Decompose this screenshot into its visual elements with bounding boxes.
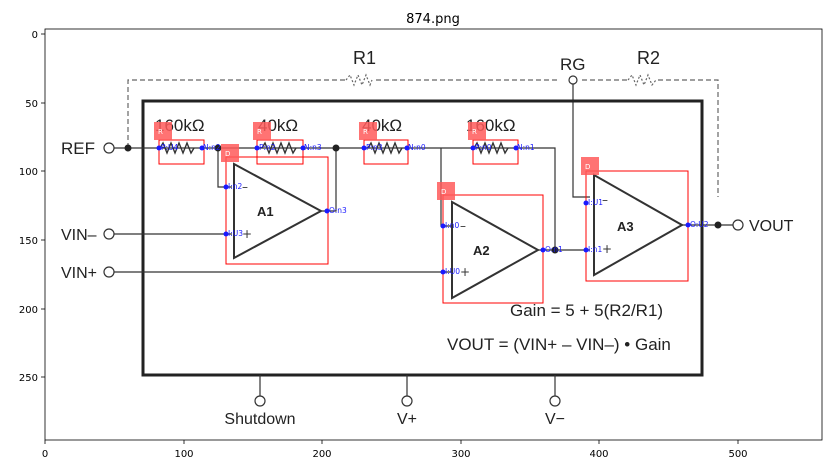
junction-dots — [124, 144, 722, 254]
resistor-40k-b — [367, 141, 403, 155]
node-label: P:n3 — [366, 143, 383, 152]
svg-text:–: – — [460, 219, 466, 233]
ref-pin-label: REF — [61, 139, 95, 158]
resistor-40k-a — [261, 141, 297, 155]
svg-text:+: + — [460, 265, 470, 279]
dashed-feedback-path — [127, 79, 719, 197]
node-label: I:U3 — [228, 229, 243, 238]
circuit-schematic — [114, 73, 734, 397]
x-tick-label: 300 — [451, 449, 470, 460]
axes-frame — [44, 28, 823, 441]
a1-label: A1 — [257, 204, 274, 219]
node-label: P:U4 — [161, 143, 179, 152]
box-opamp-a2 — [442, 194, 544, 304]
x-tick-label: 0 — [42, 449, 48, 460]
r2-resistor — [627, 73, 657, 87]
r1-label: R1 — [353, 48, 376, 68]
vout-equation: VOUT = (VIN+ – VIN–) • Gain — [447, 335, 671, 354]
rg-terminal — [568, 75, 578, 85]
vout-pin-label: VOUT — [749, 218, 794, 235]
badge-resistor: R — [158, 128, 163, 136]
box-resistor-160k-b — [472, 139, 519, 165]
y-tick-label: 100 — [19, 167, 38, 178]
badge-opamp: D — [225, 150, 230, 158]
vin-minus-pin-label: VIN– — [61, 227, 97, 244]
a3-label: A3 — [617, 219, 634, 234]
node-label: I:n0 — [445, 221, 459, 230]
ic-body — [141, 99, 704, 377]
badge-resistor: R — [257, 128, 262, 136]
badge-opamp: D — [441, 188, 446, 196]
node-label: I:U0 — [445, 267, 460, 276]
y-tick-label: 250 — [19, 373, 38, 384]
rg-label: RG — [560, 55, 586, 74]
vplus-pin-label: V+ — [397, 411, 417, 428]
box-opamp-a1 — [225, 156, 329, 265]
box-resistor-160k-a — [158, 139, 205, 165]
resistor-160k-b — [473, 141, 509, 155]
node-label: N:n3 — [304, 143, 322, 152]
vminus-pin-label: V− — [545, 411, 565, 428]
a2-label: A2 — [473, 243, 490, 258]
x-tick-label: 100 — [174, 449, 193, 460]
node-label: I:U1 — [588, 198, 603, 207]
y-axis — [41, 33, 45, 378]
y-tick-label: 200 — [19, 305, 38, 316]
y-tick-label: 0 — [32, 30, 38, 41]
a1-opamp — [233, 162, 324, 260]
r2-label: R2 — [637, 48, 660, 68]
x-tick-label: 400 — [589, 449, 608, 460]
opamp-signs: – + – + – + — [242, 180, 612, 279]
resistor-160k-a — [159, 141, 195, 155]
svg-text:–: – — [602, 193, 608, 207]
box-resistor-40k-a — [256, 139, 304, 165]
shutdown-pin-label: Shutdown — [224, 411, 295, 428]
badge-opamp: D — [585, 163, 590, 171]
detection-boxes — [158, 139, 689, 304]
node-label: O:U2 — [690, 220, 709, 229]
node-label: N:n2 — [203, 143, 221, 152]
a2-opamp — [451, 200, 541, 300]
badge-resistor: R — [363, 128, 368, 136]
gain-equation: Gain = 5 + 5(R2/R1) — [510, 301, 663, 320]
y-tick-label: 150 — [19, 236, 38, 247]
x-axis — [44, 440, 739, 444]
svg-text:+: + — [242, 227, 252, 241]
vin-plus-pin-label: VIN+ — [61, 265, 97, 282]
a3-opamp — [593, 173, 685, 277]
node-dots — [156, 145, 691, 275]
badge-resistor: R — [472, 128, 477, 136]
node-label: P:n0 — [475, 143, 492, 152]
a2-feedback-wire — [530, 147, 556, 250]
svg-text:+: + — [602, 242, 612, 256]
x-tick-label: 500 — [728, 449, 747, 460]
svg-text:–: – — [242, 180, 248, 194]
box-opamp-a3 — [585, 170, 689, 282]
rg-wire — [572, 84, 590, 198]
node-label: N:n0 — [408, 143, 426, 152]
x-tick-label: 200 — [312, 449, 331, 460]
y-tick-label: 50 — [25, 99, 38, 110]
node-label: I:n1 — [588, 245, 602, 254]
box-resistor-40k-b — [363, 139, 409, 165]
terminals — [103, 142, 744, 407]
badges — [154, 122, 599, 200]
node-label: P:n2 — [259, 143, 276, 152]
node-label: N:n1 — [517, 143, 535, 152]
figure-title: 874.png — [406, 12, 460, 27]
node-label: O:n3 — [329, 206, 347, 215]
r1-resistor — [345, 73, 373, 87]
node-label: I:n2 — [228, 182, 242, 191]
node-label: O:n1 — [545, 245, 563, 254]
